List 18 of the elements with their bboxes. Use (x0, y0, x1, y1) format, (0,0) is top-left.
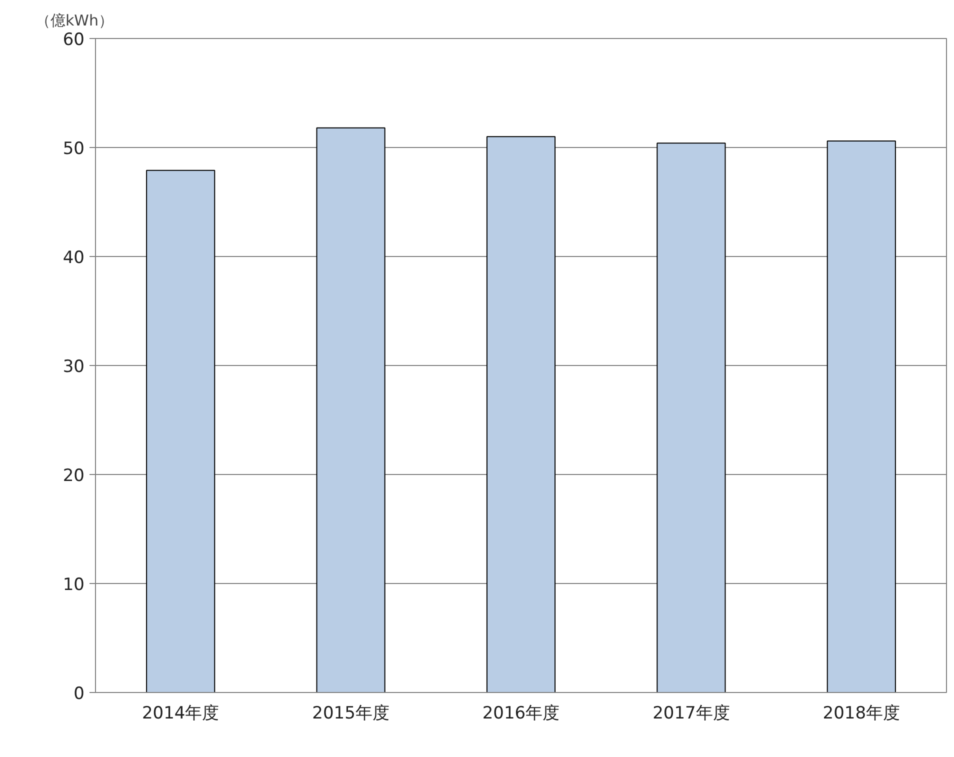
y-axis-title: （億kWh） (36, 12, 114, 30)
y-tick-label: 50 (62, 139, 85, 159)
y-tick-label: 20 (62, 466, 85, 486)
x-tick-label: 2017年度 (652, 704, 730, 724)
bar (486, 136, 556, 692)
x-tick-label: 2016年度 (482, 704, 560, 724)
x-tick-label: 2015年度 (312, 704, 390, 724)
x-tick-label: 2014年度 (142, 704, 220, 724)
y-tick-label: 10 (62, 575, 85, 595)
y-tick-label: 0 (74, 684, 85, 704)
y-tick-label: 60 (62, 30, 85, 50)
y-tick-label: 30 (62, 357, 85, 377)
bar (656, 142, 726, 692)
x-tick-label: 2018年度 (822, 704, 900, 724)
bar (316, 127, 386, 692)
bar (826, 140, 896, 692)
bar (146, 170, 216, 692)
y-tick-label: 40 (62, 248, 85, 268)
